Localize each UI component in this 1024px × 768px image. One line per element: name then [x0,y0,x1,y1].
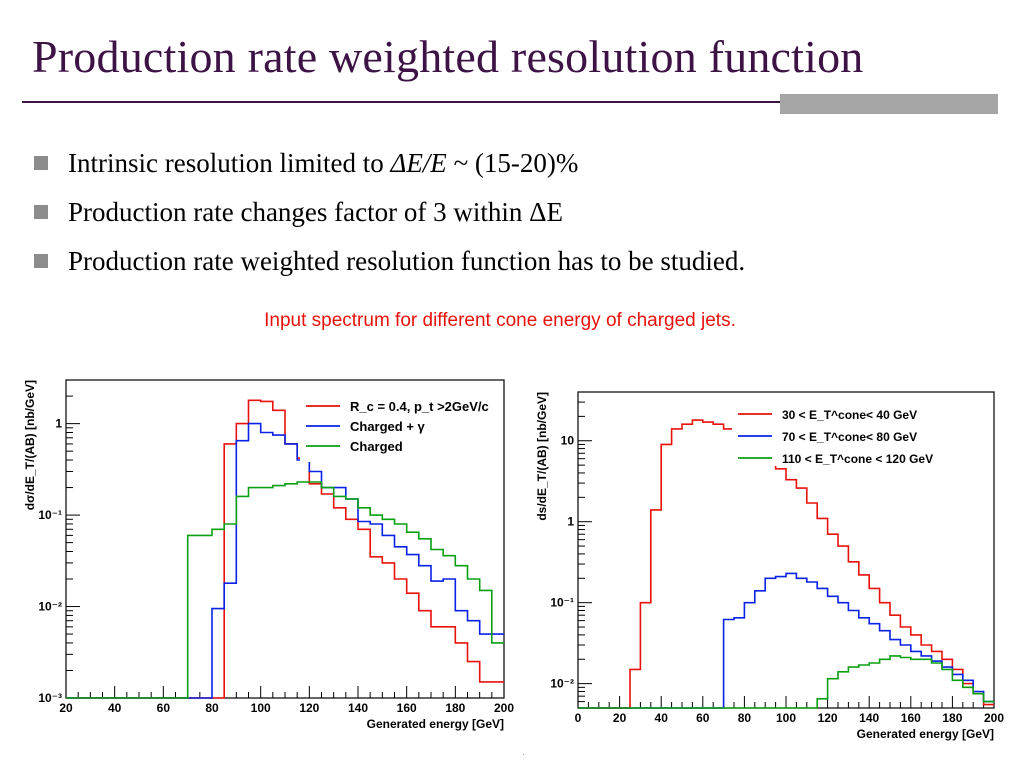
x-tick-label: 80 [738,711,752,725]
x-tick-label: 100 [251,701,271,715]
title-accent-bar [780,94,998,114]
bullet-text: Intrinsic resolution limited to [68,148,391,178]
bullet-text: Production rate weighted resolution func… [68,246,746,276]
bullet-item: Intrinsic resolution limited to ΔE/E ~ (… [32,140,745,189]
bullet-square-icon [34,156,48,170]
x-tick-label: 200 [494,701,514,715]
y-tick-label: 1 [567,515,574,529]
x-axis-label: Generated energy [GeV] [367,717,504,731]
legend-label: Charged + γ [350,419,426,434]
x-tick-label: 40 [655,711,669,725]
title-rule [22,101,998,103]
x-tick-label: 0 [575,711,582,725]
x-tick-label: 20 [613,711,627,725]
x-tick-label: 140 [348,701,368,715]
x-tick-label: 20 [59,701,73,715]
legend-label: R_c = 0.4, p_t >2GeV/c [350,399,489,414]
x-tick-label: 60 [157,701,171,715]
bullet-item: Production rate weighted resolution func… [32,238,745,287]
series-line [578,419,994,709]
series-line [66,481,504,699]
x-tick-label: 60 [696,711,710,725]
x-tick-label: 180 [445,701,465,715]
x-tick-label: 100 [776,711,796,725]
x-tick-label: 160 [397,701,417,715]
x-tick-label: 180 [942,711,962,725]
slide-title: Production rate weighted resolution func… [32,31,864,82]
y-tick-label: 10⁻² [38,600,62,614]
bullet-text: Production rate changes factor of 3 with… [68,197,563,227]
series-line [66,422,504,699]
y-axis-label: dσ/dE_T/(AB) [nb/GeV] [23,380,37,510]
bullet-list: Intrinsic resolution limited to ΔE/E ~ (… [32,140,745,287]
chart-left: 20 40 60 80 100 120 140 160 180 200 1 10⁻¹ 10⁻² 10⁻³ R… [23,379,514,731]
x-tick-label: 140 [859,711,879,725]
y-tick-label: 10⁻¹ [550,596,574,610]
x-tick-label: 80 [205,701,219,715]
bullet-square-icon [34,254,48,268]
y-axis-label: ds/dE_T/(AB) [nb/GeV] [535,392,549,521]
x-tick-label: 120 [299,701,319,715]
x-tick-label: 160 [901,711,921,725]
legend-label: 110 < E_T^cone < 120 GeV [782,452,933,466]
bullet-item: Production rate changes factor of 3 with… [32,189,745,238]
legend-label: 30 < E_T^cone< 40 GeV [782,408,917,422]
legend-box [732,400,942,466]
chart-right: 0 20 40 60 80 100 120 140 160 180 200 10 1 10⁻¹ 10⁻² 30… [535,391,1004,741]
y-tick-label: 10 [561,434,575,448]
figure-caption: Input spectrum for different cone energy… [264,310,736,331]
bullet-text-tail: ~ (15-20)% [446,148,579,178]
legend-label: 70 < E_T^cone< 80 GeV [782,430,917,444]
bullet-emphasis: ΔE/E [390,148,447,178]
legend-label: Charged [350,439,403,454]
y-tick-label: 10⁻³ [38,691,62,705]
legend-box [300,392,500,462]
x-tick-label: 40 [108,701,122,715]
x-axis-label: Generated energy [GeV] [857,727,994,741]
series-line [578,655,994,709]
page-marker [523,754,524,755]
x-tick-label: 120 [818,711,838,725]
y-tick-label: 10⁻¹ [38,508,62,522]
x-tick-label: 200 [984,711,1004,725]
y-tick-label: 1 [55,417,62,431]
y-tick-label: 10⁻² [550,677,574,691]
bullet-square-icon [34,205,48,219]
